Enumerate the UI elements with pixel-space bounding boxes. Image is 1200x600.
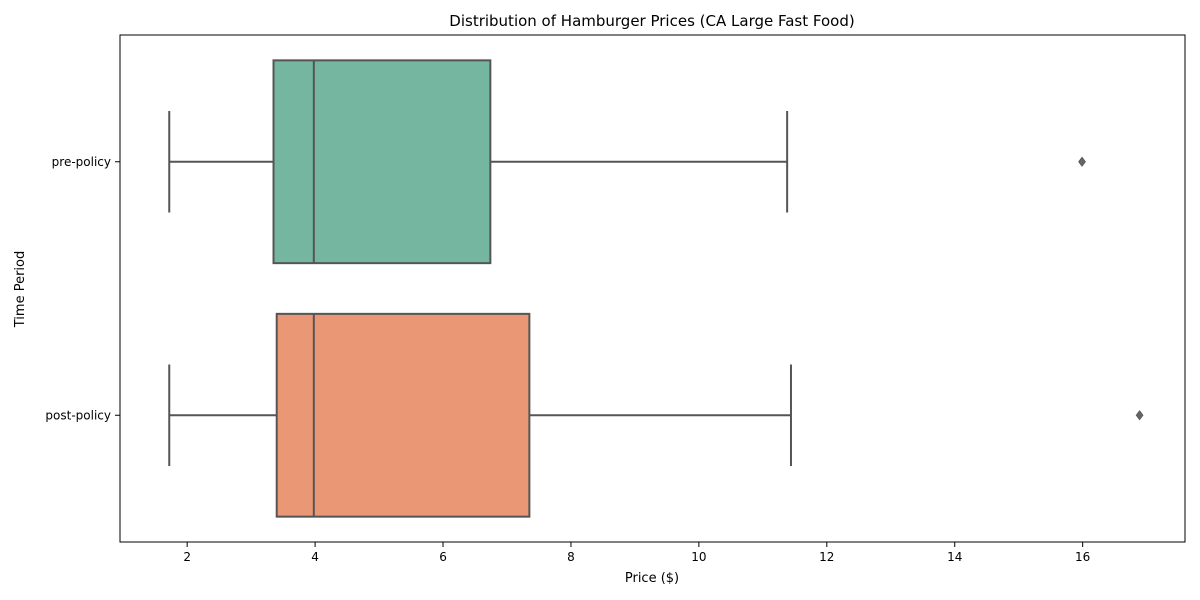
x-tick-label-14: 14 [947,550,962,564]
x-tick-label-12: 12 [819,550,834,564]
x-axis-label: Price ($) [625,571,679,586]
box-post-policy [168,312,1144,518]
y-tick-label-pre-policy: pre-policy [52,155,111,169]
x-tick-label-16: 16 [1075,550,1090,564]
iqr-box [275,312,531,518]
y-tick-label-post-policy: post-policy [45,408,111,422]
outlier-point [1135,410,1144,421]
y-axis-label: Time Period [13,251,28,328]
chart-title: Distribution of Hamburger Prices (CA Lar… [449,12,854,30]
outlier-point [1078,156,1086,167]
x-tick-label-10: 10 [691,550,706,564]
x-tick-label-6: 6 [439,550,447,564]
x-tick-label-8: 8 [567,550,575,564]
box-pre-policy [168,59,1086,265]
x-tick-label-2: 2 [183,550,191,564]
plot-area [168,59,1144,518]
iqr-box [272,59,492,265]
y-axis: pre-policy post-policy [45,155,120,422]
x-axis: 2 4 6 8 10 12 14 16 [183,542,1090,564]
x-tick-label-4: 4 [311,550,319,564]
plot-frame [119,34,1186,543]
